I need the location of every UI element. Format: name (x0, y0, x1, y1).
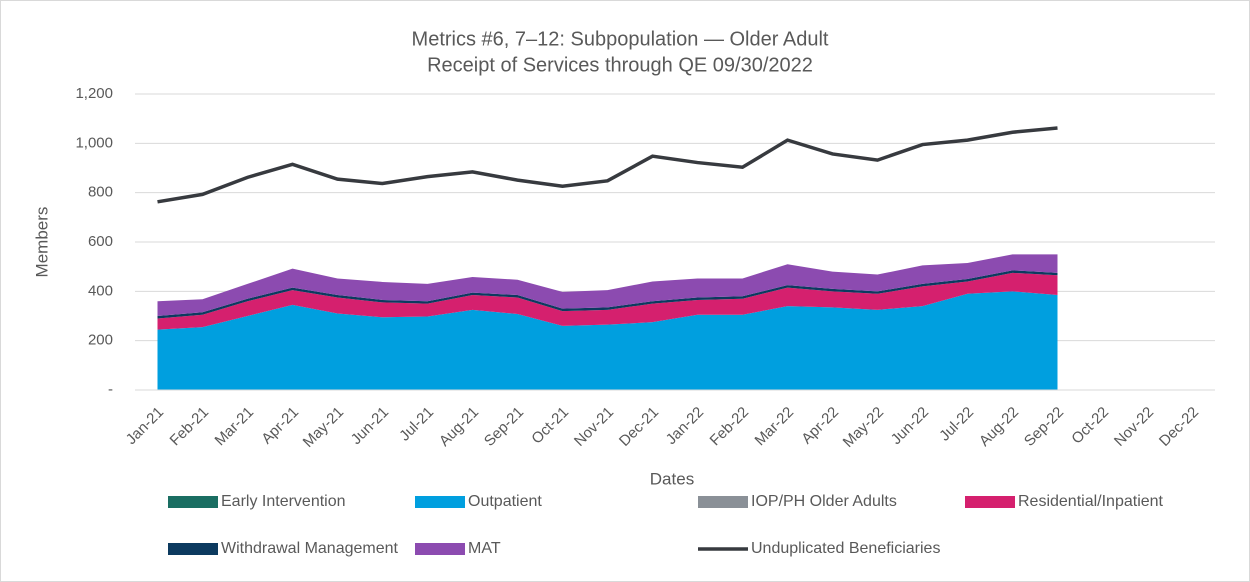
legend-label: IOP/PH Older Adults (751, 493, 897, 510)
legend-label: Withdrawal Management (221, 540, 399, 557)
legend-swatch (168, 543, 218, 555)
legend-swatch (415, 496, 465, 508)
legend-label: Early Intervention (221, 493, 346, 510)
y-tick-label: 200 (88, 332, 113, 349)
x-axis-label: Dates (650, 469, 694, 488)
line (157, 126, 1058, 204)
y-tick-label: 400 (88, 282, 113, 299)
y-tick-label: 800 (88, 184, 113, 201)
legend-label: MAT (468, 540, 501, 557)
y-tick-label: 1,200 (75, 85, 113, 102)
legend-swatch (965, 496, 1015, 508)
area (157, 272, 1058, 330)
area (157, 291, 1058, 390)
legend-label: Unduplicated Beneficiaries (751, 540, 940, 557)
chart-title: Receipt of Services through QE 09/30/202… (427, 54, 813, 76)
legend-swatch (415, 543, 465, 555)
y-axis-label: Members (32, 207, 51, 278)
area (157, 270, 1058, 319)
legend-swatch (168, 496, 218, 508)
area (157, 254, 1058, 316)
legend-swatch (698, 496, 748, 508)
chart-title: Metrics #6, 7–12: Subpopulation — Older … (412, 28, 829, 50)
legend-label: Residential/Inpatient (1018, 493, 1164, 510)
y-tick-label: - (108, 381, 113, 398)
y-tick-label: 600 (88, 233, 113, 250)
y-tick-label: 1,000 (75, 134, 113, 151)
legend-label: Outpatient (468, 493, 542, 510)
